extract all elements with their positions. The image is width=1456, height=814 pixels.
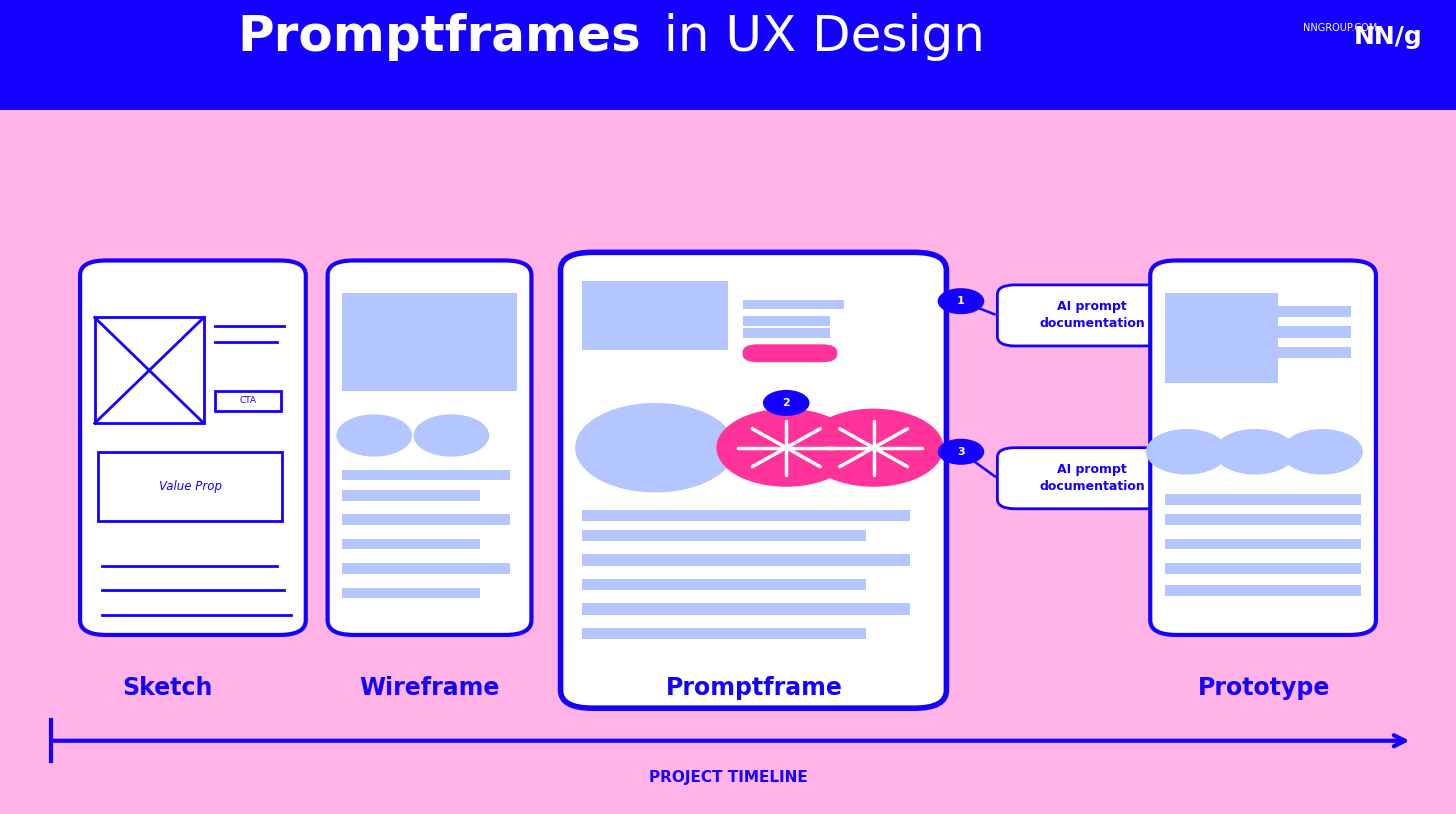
Bar (342, 514, 510, 525)
Text: Sketch: Sketch (122, 676, 213, 700)
Text: AI prompt
documentation: AI prompt documentation (1040, 300, 1144, 330)
Bar (342, 539, 480, 549)
Text: PROJECT TIMELINE: PROJECT TIMELINE (648, 770, 808, 785)
Bar (582, 603, 910, 615)
Bar (743, 316, 830, 326)
Bar (437, 352, 502, 366)
Bar (582, 554, 910, 566)
FancyBboxPatch shape (80, 260, 306, 635)
Circle shape (336, 414, 412, 457)
Circle shape (1214, 429, 1296, 475)
Circle shape (716, 409, 856, 487)
Text: Value Prop: Value Prop (159, 480, 221, 492)
Bar (1165, 563, 1361, 574)
FancyBboxPatch shape (0, 0, 1456, 110)
Bar (215, 391, 281, 411)
Bar (582, 510, 910, 521)
Bar (1165, 539, 1361, 549)
Text: NN/g: NN/g (1354, 24, 1423, 49)
Bar (1165, 494, 1361, 505)
Bar (743, 328, 830, 338)
Circle shape (938, 439, 984, 465)
Circle shape (1146, 429, 1227, 475)
FancyBboxPatch shape (997, 448, 1187, 509)
Circle shape (575, 403, 735, 492)
Bar (95, 317, 204, 423)
FancyBboxPatch shape (1150, 260, 1376, 635)
Text: Promptframe: Promptframe (665, 676, 843, 700)
Circle shape (763, 390, 810, 416)
Text: Wireframe: Wireframe (360, 676, 499, 700)
Bar (342, 293, 517, 391)
Bar (1278, 347, 1351, 358)
Text: NNGROUP.COM: NNGROUP.COM (1303, 24, 1377, 33)
Bar (582, 281, 728, 350)
Bar (342, 490, 480, 501)
FancyBboxPatch shape (561, 252, 946, 708)
Text: 3: 3 (957, 447, 965, 457)
Bar (1278, 326, 1351, 338)
Circle shape (938, 288, 984, 314)
Text: AI prompt
documentation: AI prompt documentation (1040, 463, 1144, 493)
Bar (1165, 585, 1361, 596)
Text: 2: 2 (782, 398, 791, 408)
Bar (342, 588, 480, 598)
Bar (342, 563, 510, 574)
Bar (743, 300, 844, 309)
Text: Prototype: Prototype (1198, 676, 1329, 700)
Bar (582, 628, 866, 639)
FancyBboxPatch shape (328, 260, 531, 635)
Text: CTA: CTA (240, 396, 256, 405)
Circle shape (1281, 429, 1363, 475)
Bar (437, 328, 510, 346)
FancyBboxPatch shape (743, 344, 837, 362)
Circle shape (804, 409, 943, 487)
Bar (1278, 306, 1351, 317)
Bar (1165, 293, 1278, 383)
Bar (1165, 514, 1361, 525)
Bar (98, 452, 282, 521)
Text: 1: 1 (957, 296, 965, 306)
Text: Promptframes: Promptframes (237, 13, 641, 60)
Circle shape (414, 414, 489, 457)
Bar (582, 579, 866, 590)
FancyBboxPatch shape (997, 285, 1187, 346)
Bar (342, 470, 510, 480)
Text: in UX Design: in UX Design (648, 13, 984, 60)
Bar (582, 530, 866, 541)
